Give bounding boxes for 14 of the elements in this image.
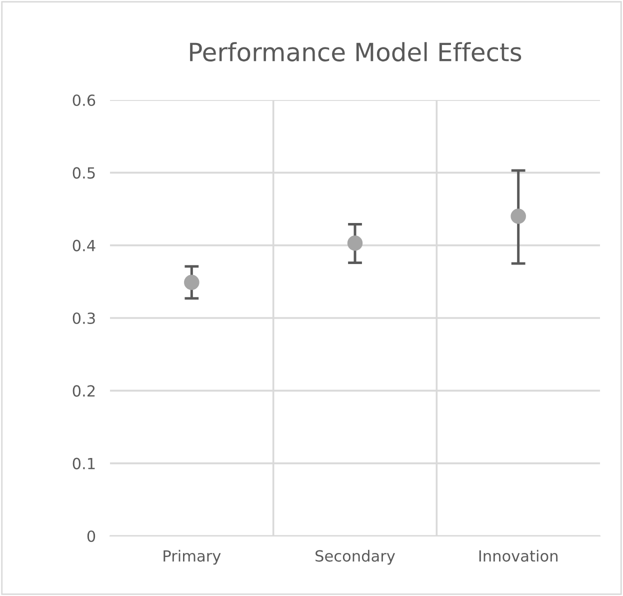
y-tick-label: 0.1 <box>72 458 95 470</box>
y-tick-label: 0.3 <box>72 312 95 324</box>
x-tick-label: Primary <box>164 550 221 565</box>
chart-title: Performance Model Effects <box>190 42 522 62</box>
point <box>184 274 200 290</box>
y-tick-label: 0.4 <box>72 240 96 252</box>
x-tick-label: Innovation <box>479 550 558 562</box>
y-tick-label: 0.5 <box>72 167 95 179</box>
point <box>347 236 363 251</box>
y-tick-label: 0 <box>87 530 96 542</box>
point <box>510 208 526 224</box>
y-tick-label: 0.6 <box>72 94 96 106</box>
y-tick-label: 0.2 <box>72 385 95 397</box>
x-tick-label: Secondary <box>316 550 395 565</box>
